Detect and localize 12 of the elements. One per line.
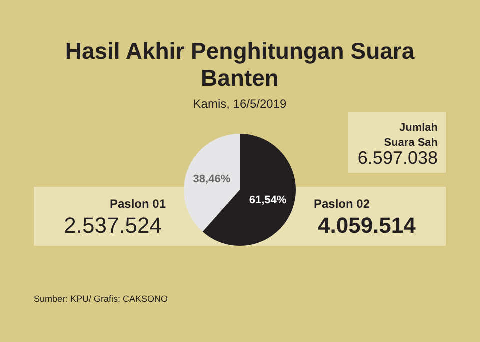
pie-slice	[184, 134, 240, 232]
text: Sumber: KPU/ Grafis: CAKSONO	[34, 294, 168, 304]
chart-title: Hasil Akhir Penghitungan Suara Banten	[65, 38, 415, 91]
chart-subtitle: Kamis, 16/5/2019	[193, 97, 288, 111]
text: 4.059.514	[318, 213, 417, 238]
data-label: 38,46%	[193, 173, 231, 186]
text: 2.537.524	[64, 213, 162, 238]
data-label: 61,54%	[249, 194, 287, 207]
slice-label: Paslon 02	[314, 197, 370, 211]
text: Jumlah Suara Sah	[384, 122, 438, 149]
slice-label: Paslon 01	[110, 197, 166, 211]
text: 6.597.038	[358, 148, 438, 168]
